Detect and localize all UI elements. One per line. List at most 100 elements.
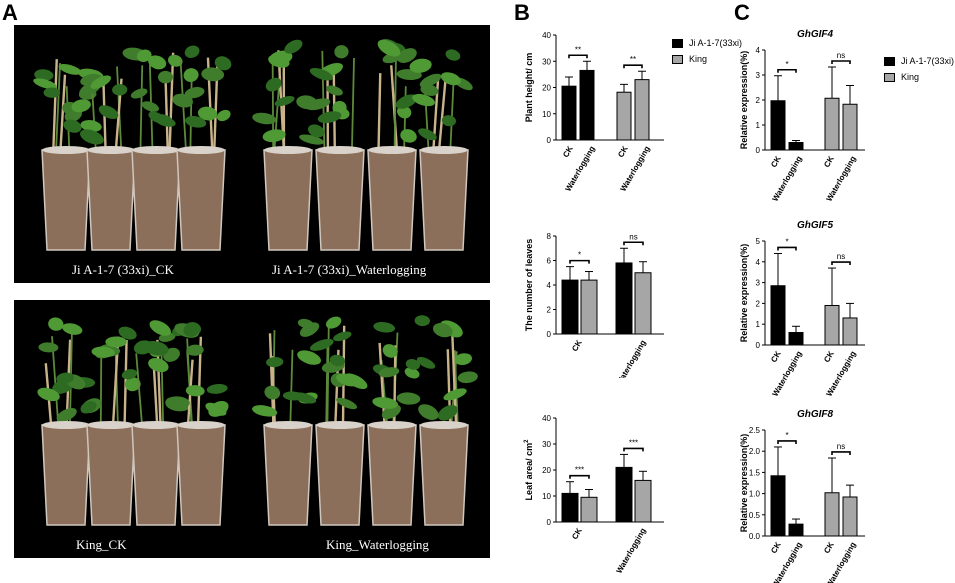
plant-leaf <box>297 350 322 365</box>
plant-leaf <box>292 392 317 404</box>
legend-c: Ji A-1-7(33xi) King <box>884 53 954 85</box>
plant-pot-1-0 <box>252 39 325 251</box>
y-tick-label: 0.5 <box>749 511 761 520</box>
plant-leaf <box>38 342 59 353</box>
plant-leaf <box>80 401 97 414</box>
pot-rim <box>420 146 468 154</box>
bar <box>824 97 840 151</box>
significance-label: *** <box>575 466 584 475</box>
x-tick-label: CK <box>822 154 836 169</box>
plant-stem <box>58 74 67 156</box>
plant-leaf <box>266 356 284 368</box>
y-tick-label: 2.5 <box>749 426 761 435</box>
legend-c-label-ji: Ji A-1-7(33xi) <box>901 56 955 66</box>
plant-leaf <box>334 45 349 59</box>
plant-leaf <box>149 320 171 336</box>
plant-leaf <box>457 371 478 384</box>
plant-leaf <box>378 367 400 378</box>
y-tick-label: 2.0 <box>749 447 761 456</box>
y-tick-label: 10 <box>542 492 551 501</box>
plant-pot-1-1 <box>310 316 368 526</box>
significance-bracket <box>623 64 643 69</box>
significance-bracket <box>623 447 644 452</box>
bar <box>580 496 598 523</box>
plant-leaf <box>432 322 453 338</box>
plant-leaf <box>419 73 442 88</box>
chart-leaf-area: Leaf area/ cm2 0 10 20 30 40 *** *** CK Waterlogg… <box>524 414 664 575</box>
bar <box>634 79 650 141</box>
x-tick-label: CK <box>769 154 783 169</box>
plant-pot-0-2 <box>131 320 191 526</box>
significance-bracket <box>568 54 588 59</box>
legend-b-item-king: King <box>672 51 742 67</box>
bar <box>770 100 786 151</box>
bar <box>824 492 840 537</box>
x-tick-label: Waterlogging <box>615 526 648 575</box>
y-tick-label: 5 <box>756 237 761 246</box>
plant-leaf <box>400 129 417 143</box>
bar <box>634 479 652 523</box>
y-tick-label: 6 <box>547 257 552 266</box>
plant-leaf <box>185 116 207 128</box>
plant-leaf <box>141 101 159 112</box>
y-tick-label: 0.0 <box>749 532 761 541</box>
significance-bracket <box>831 60 851 64</box>
plant-leaf <box>284 39 303 54</box>
y-tick-label: 1 <box>756 121 761 130</box>
significance-bracket <box>569 474 590 479</box>
pot-rim <box>368 421 416 429</box>
legend-c-item-king: King <box>884 69 954 85</box>
significance-label: * <box>785 237 788 246</box>
plant-leaf <box>377 39 401 57</box>
significance-label: ns <box>837 252 845 261</box>
y-tick-label: 40 <box>542 31 551 40</box>
plant-leaf <box>265 77 282 92</box>
bar <box>615 466 633 523</box>
plant-leaf <box>148 358 169 373</box>
bar <box>561 85 577 141</box>
plant-stem <box>51 59 58 156</box>
plant-pot-1-1 <box>305 45 365 251</box>
plant-leaf <box>206 384 228 394</box>
plant-leaf <box>441 115 457 127</box>
y-axis-label: Relative expression(%) <box>739 244 749 343</box>
plant-leaf <box>62 323 83 335</box>
plant-leaf <box>437 405 458 421</box>
y-tick-label: 20 <box>542 466 551 475</box>
photo-ji-a17-illustration <box>33 38 473 251</box>
y-tick-label: 2 <box>756 96 761 105</box>
plant-pot-0-1 <box>80 326 141 526</box>
pot-rim <box>420 421 468 429</box>
plant-stem <box>99 358 103 431</box>
plant-stem <box>325 344 329 431</box>
photo-king: King_CK King_Waterlogging <box>14 300 490 558</box>
plant-leaf <box>418 404 439 420</box>
plant-leaf <box>80 120 102 132</box>
pot-body <box>263 149 313 251</box>
plant-leaf <box>184 45 200 58</box>
significance-bracket <box>623 241 644 246</box>
significance-label: * <box>578 251 581 260</box>
plant-leaf <box>185 385 205 397</box>
plant-leaf <box>299 134 325 145</box>
y-tick-label: 0 <box>547 136 552 145</box>
plant-leaf <box>91 346 115 358</box>
chart-title: GhGIF5 <box>797 220 834 231</box>
pot-body <box>131 424 181 526</box>
plant-leaf <box>56 372 74 384</box>
plant-leaf <box>168 54 183 67</box>
x-tick-label: CK <box>822 349 836 364</box>
plant-leaf <box>124 377 141 392</box>
plant-leaf <box>443 388 467 401</box>
y-axis-label: Leaf area/ cm2 <box>524 439 534 501</box>
photo-label-ji-waterlogging: Ji A-1-7 (33xi)_Waterlogging <box>272 262 427 277</box>
plant-leaf <box>274 96 295 107</box>
plant-leaf <box>34 69 54 81</box>
plant-leaf <box>33 78 57 90</box>
y-tick-label: 10 <box>542 110 551 119</box>
y-axis-label: Relative expression(%) <box>739 51 749 150</box>
plant-leaf <box>305 98 331 111</box>
plant-pot-0-2 <box>130 49 183 251</box>
pot-rim <box>264 421 312 429</box>
